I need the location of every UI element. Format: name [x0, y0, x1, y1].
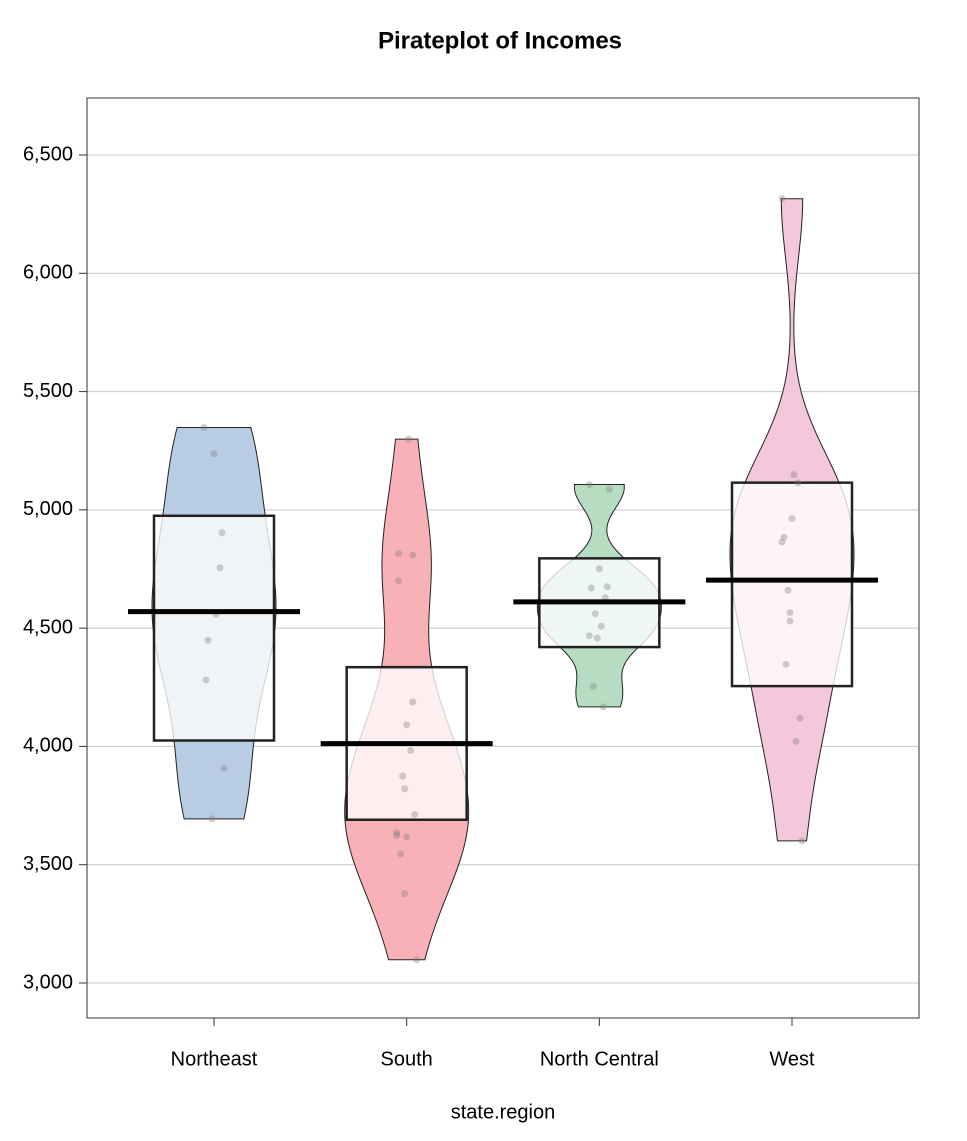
data-point: [587, 584, 595, 592]
data-point: [413, 956, 421, 964]
data-point: [210, 450, 218, 458]
data-point: [778, 538, 786, 546]
data-point: [589, 682, 597, 690]
data-point: [585, 632, 593, 640]
data-point: [395, 550, 403, 558]
data-point: [399, 772, 407, 780]
data-point: [591, 610, 599, 618]
y-tick-label: 4,000: [23, 735, 73, 757]
data-point: [208, 815, 216, 823]
data-point: [585, 481, 593, 489]
data-point: [403, 833, 411, 841]
data-point: [411, 811, 419, 819]
x-tick-label: Northeast: [171, 1048, 258, 1070]
data-point: [784, 586, 792, 594]
data-point: [220, 764, 228, 772]
data-point: [395, 577, 403, 585]
y-tick-label: 5,500: [23, 380, 73, 402]
data-point: [397, 850, 405, 858]
data-point: [794, 479, 802, 487]
data-point: [216, 564, 224, 572]
data-point: [409, 551, 417, 559]
chart-title: Pirateplot of Incomes: [378, 27, 622, 54]
data-point: [788, 515, 796, 523]
data-point: [202, 676, 210, 684]
x-tick-label: North Central: [540, 1048, 659, 1070]
data-point: [595, 565, 603, 573]
data-point: [790, 471, 798, 479]
data-point: [218, 529, 226, 537]
inference-box: [730, 481, 854, 688]
data-point: [798, 837, 806, 845]
data-point: [599, 703, 607, 711]
data-point: [597, 622, 605, 630]
data-point: [401, 890, 409, 898]
data-point: [593, 634, 601, 642]
x-tick-label: West: [769, 1048, 815, 1070]
data-point: [407, 746, 415, 754]
plot-border: [86, 97, 920, 1019]
y-tick-label: 6,000: [23, 262, 73, 284]
y-tick-label: 5,000: [23, 498, 73, 520]
data-point: [782, 660, 790, 668]
data-point: [792, 737, 800, 745]
data-point: [403, 721, 411, 729]
data-point: [796, 714, 804, 722]
data-point: [204, 636, 212, 644]
x-tick-label: South: [381, 1048, 433, 1070]
data-point: [603, 583, 611, 591]
x-axis-title: state.region: [451, 1101, 556, 1123]
y-tick-label: 6,500: [23, 143, 73, 165]
data-point: [200, 424, 208, 432]
data-point: [605, 485, 613, 493]
data-point: [393, 831, 401, 839]
data-point: [409, 698, 417, 706]
data-point: [786, 609, 794, 617]
data-point: [401, 785, 409, 793]
data-point: [393, 829, 401, 837]
data-point: [778, 195, 786, 203]
data-point: [405, 435, 413, 443]
y-tick-label: 3,500: [23, 853, 73, 875]
data-point: [786, 617, 794, 625]
y-tick-label: 3,000: [23, 971, 73, 993]
inference-box: [152, 514, 276, 742]
y-tick-label: 4,500: [23, 616, 73, 638]
data-point: [780, 533, 788, 541]
